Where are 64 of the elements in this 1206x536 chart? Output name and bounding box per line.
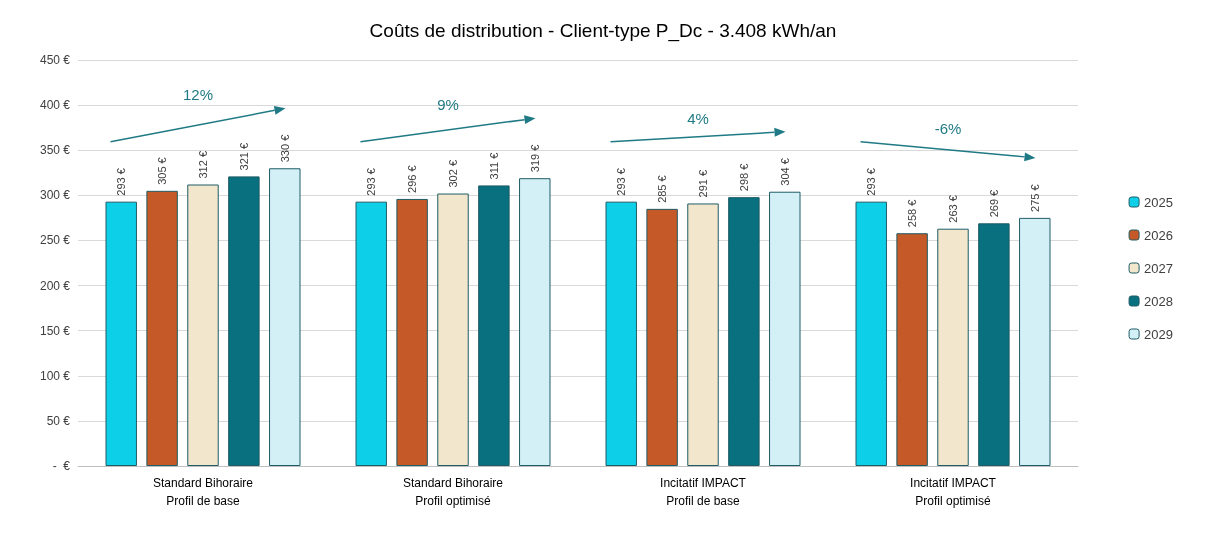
- data-label: 263 €: [947, 195, 959, 223]
- x-tick-label: Incitatif IMPACT Profil optimisé: [910, 476, 997, 508]
- data-label: 302 €: [447, 160, 459, 188]
- bar: [646, 208, 678, 466]
- data-label: 330 €: [278, 134, 291, 163]
- y-tick-label: 100 €: [39, 368, 71, 383]
- annotation: -6%: [934, 119, 962, 137]
- annotation: 12%: [182, 86, 214, 104]
- bar: [896, 233, 928, 466]
- data-label: 258 €: [906, 199, 919, 228]
- y-tick-label: 250 €: [39, 233, 71, 248]
- annotation: 9%: [437, 96, 459, 114]
- data-label: 293 €: [865, 168, 878, 196]
- data-label: 304 €: [778, 158, 791, 186]
- y-tick-label: 50 €: [46, 413, 71, 428]
- legend-label: 2029: [1144, 326, 1173, 342]
- bar: [478, 185, 510, 466]
- data-label: 291 €: [697, 169, 709, 198]
- x-tick-label: Incitatif IMPACT Profil de base: [660, 476, 747, 508]
- bar: [855, 201, 887, 466]
- bar: [396, 198, 428, 466]
- y-tick-label: 300 €: [39, 188, 71, 203]
- bar: [187, 184, 219, 466]
- data-label: 298 €: [737, 163, 750, 192]
- legend-label: 2025: [1144, 194, 1173, 210]
- bar: [978, 223, 1010, 466]
- bar: [769, 191, 801, 466]
- y-tick-label: 200 €: [39, 278, 71, 293]
- y-tick-label: 450 €: [39, 53, 71, 67]
- bar: [105, 201, 137, 466]
- data-label: 269 €: [987, 189, 1000, 218]
- y-tick-label: - €: [52, 459, 71, 473]
- bar: [605, 201, 637, 466]
- bar: [228, 176, 260, 466]
- bar: [728, 197, 760, 466]
- x-tick-label: Standard Bihoraire Profil optimisé: [402, 476, 504, 508]
- bar: [687, 203, 719, 466]
- y-tick-label: 150 €: [39, 323, 71, 338]
- data-label: 296 €: [406, 165, 419, 193]
- data-label: 319 €: [528, 144, 541, 173]
- bar: [437, 193, 469, 466]
- data-label: 321 €: [237, 142, 250, 171]
- bar: [146, 190, 178, 466]
- data-label: 305 €: [156, 157, 169, 185]
- y-tick-label: 400 €: [39, 98, 71, 113]
- bar: [269, 168, 301, 466]
- x-tick-label: Standard Bihoraire Profil de base: [152, 476, 254, 508]
- data-label: 293 €: [615, 168, 628, 196]
- annotation: 4%: [687, 109, 709, 127]
- data-label: 312 €: [197, 150, 209, 179]
- bar: [519, 178, 551, 466]
- data-label: 293 €: [115, 168, 128, 196]
- bar: [937, 228, 969, 466]
- y-tick-label: 350 €: [39, 143, 71, 158]
- data-label: 293 €: [365, 168, 378, 196]
- legend-label: 2027: [1144, 260, 1173, 276]
- bar: [1019, 217, 1051, 466]
- legend-label: 2026: [1144, 227, 1173, 243]
- chart-title: Coûts de distribution - Client-type P_Dc - 3.408 kWh/an: [369, 20, 837, 42]
- legend-label: 2028: [1144, 293, 1173, 309]
- bar: [355, 201, 387, 466]
- data-label: 275 €: [1028, 184, 1041, 212]
- data-label: 285 €: [656, 175, 669, 203]
- data-label: 311 €: [487, 152, 500, 180]
